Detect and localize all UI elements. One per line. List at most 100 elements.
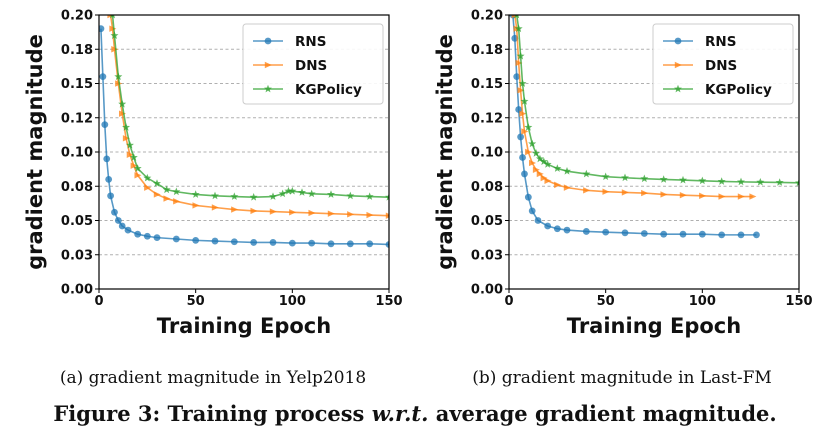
data-point <box>211 237 219 245</box>
y-tick-label: 0.00 <box>471 283 503 298</box>
data-point <box>162 185 171 194</box>
legend-label-dns: DNS <box>295 58 327 74</box>
data-point <box>163 195 171 202</box>
data-point <box>122 135 130 142</box>
figure-caption-italic: w.r.t. <box>372 401 429 426</box>
y-tick-label: 0.08 <box>61 180 93 195</box>
x-tick-label: 150 <box>785 294 812 309</box>
data-point <box>737 193 745 200</box>
data-point <box>133 164 142 172</box>
y-tick-label: 0.18 <box>471 43 503 58</box>
data-point <box>621 189 629 196</box>
data-point <box>756 177 765 186</box>
data-point <box>385 193 389 201</box>
data-point <box>753 231 760 239</box>
data-point <box>269 239 277 246</box>
data-point <box>231 206 239 213</box>
data-point <box>544 222 552 230</box>
data-point <box>699 192 707 200</box>
legend-label-rns: RNS <box>705 34 736 50</box>
figure-caption-suffix: average gradient magnitude. <box>428 401 776 426</box>
data-point <box>346 240 354 248</box>
data-point <box>114 72 123 81</box>
data-point <box>640 230 648 237</box>
y-tick-label: 0.03 <box>61 248 93 263</box>
data-point <box>230 238 238 246</box>
data-point <box>143 173 152 182</box>
data-point <box>211 191 219 200</box>
y-tick-label: 0.10 <box>61 146 93 161</box>
data-point <box>516 51 525 60</box>
data-point <box>621 229 629 237</box>
figure-caption-prefix: Figure 3: Training process <box>53 401 371 426</box>
legend-label-dns: DNS <box>705 58 737 74</box>
data-point <box>718 193 726 200</box>
data-point <box>524 123 533 131</box>
data-point <box>269 208 277 215</box>
data-point <box>660 230 668 238</box>
figure-caption: Figure 3: Training process w.r.t. averag… <box>53 401 776 426</box>
data-point <box>107 192 114 200</box>
data-point <box>125 140 134 149</box>
data-point <box>540 174 548 182</box>
data-point <box>144 184 152 191</box>
data-point <box>173 198 181 205</box>
data-point <box>583 187 591 194</box>
y-tick-label: 0.18 <box>61 43 93 58</box>
data-point <box>269 192 277 200</box>
data-point <box>515 59 523 67</box>
legend-box <box>242 23 384 105</box>
legend-label-rns: RNS <box>295 34 326 50</box>
data-point <box>130 162 138 169</box>
data-point <box>518 79 527 87</box>
data-point <box>718 231 726 239</box>
data-point <box>532 149 541 157</box>
y-tick-label: 0.00 <box>61 283 93 298</box>
data-point <box>126 151 134 158</box>
data-point <box>249 193 258 201</box>
data-point <box>737 231 745 239</box>
data-point <box>679 175 687 184</box>
y-tick-label: 0.12 <box>61 111 93 126</box>
data-point <box>640 174 649 183</box>
y-tick-label: 0.15 <box>61 77 93 92</box>
data-point <box>520 97 529 105</box>
data-point <box>172 235 180 243</box>
data-point <box>211 204 219 211</box>
legend-label-kgpolicy: KGPolicy <box>705 82 772 98</box>
data-point <box>679 230 687 238</box>
legend-label-kgpolicy: KGPolicy <box>295 82 362 98</box>
data-point <box>119 110 126 117</box>
data-point <box>535 154 544 163</box>
data-point <box>529 159 536 167</box>
data-point <box>101 121 109 128</box>
series-kgpolicy <box>110 15 389 201</box>
legend: RNS DNS KGPolicy <box>652 23 794 105</box>
data-point <box>514 15 520 19</box>
y-axis-label: gradient magnitude <box>23 34 47 270</box>
data-point <box>288 239 296 247</box>
x-tick-label: 0 <box>94 294 103 309</box>
data-point <box>327 190 335 198</box>
data-point <box>539 157 548 165</box>
legend-marker <box>674 84 682 93</box>
series-rns <box>509 15 760 239</box>
series-kgpolicy <box>514 15 799 187</box>
data-point <box>129 153 138 161</box>
y-tick-label: 0.03 <box>471 248 503 263</box>
data-point <box>544 177 552 184</box>
data-point <box>250 239 258 246</box>
chart-panel-lastfm: 0.00 0.03 0.05 0.08 0.10 0.12 0.15 0.18 0.20 0 50 1… <box>433 9 813 339</box>
y-tick-label: 0.05 <box>471 214 503 229</box>
data-point <box>679 191 687 199</box>
data-point <box>308 239 316 247</box>
data-point <box>519 154 526 161</box>
data-point <box>563 184 571 191</box>
data-point <box>563 226 571 234</box>
data-point <box>366 211 374 219</box>
data-point <box>534 217 542 224</box>
y-tick-label: 0.20 <box>471 9 503 24</box>
y-tick-label: 0.10 <box>471 146 503 161</box>
data-point <box>346 191 355 200</box>
